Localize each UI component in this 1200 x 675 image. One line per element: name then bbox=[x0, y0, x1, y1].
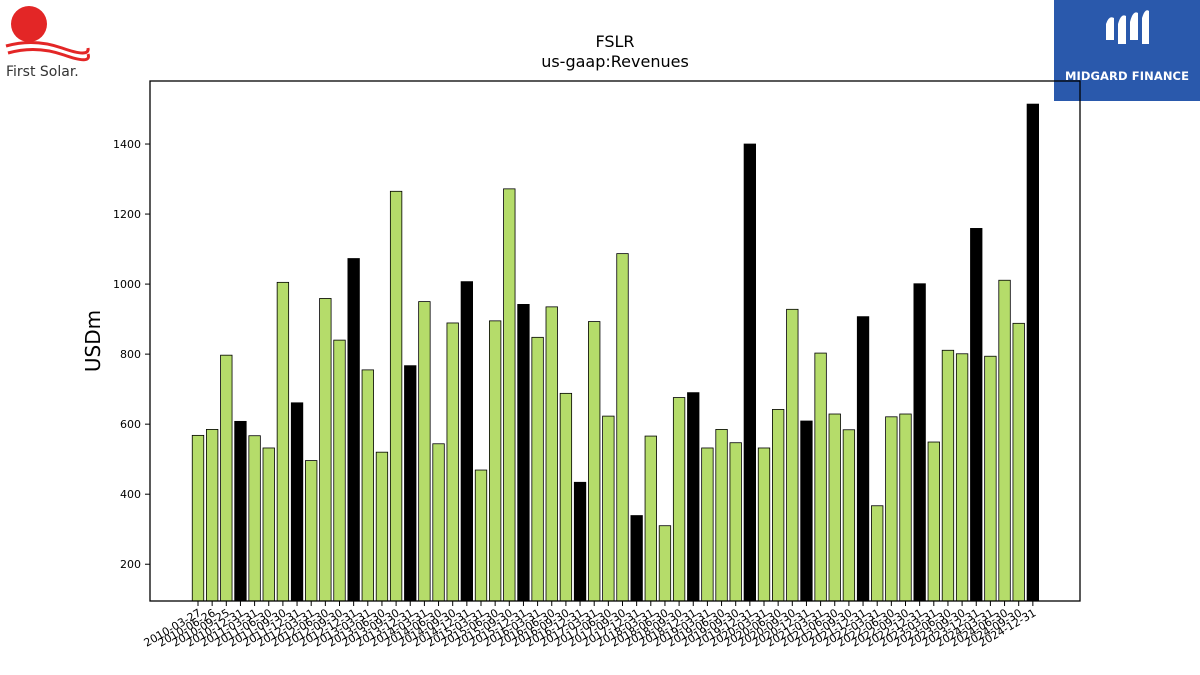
bar-2018-06-30 bbox=[658, 525, 672, 602]
bar-2017-12-31 bbox=[630, 515, 643, 602]
bar-2014-12-31 bbox=[460, 281, 474, 602]
bar-2012-12-31 bbox=[347, 258, 360, 602]
bar-2024-12-31 bbox=[1026, 103, 1039, 602]
bar-2023-09-30 bbox=[955, 353, 969, 602]
bar-2017-09-30 bbox=[616, 253, 629, 602]
bar-series bbox=[191, 103, 1039, 602]
bar-2021-06-30 bbox=[828, 413, 841, 602]
bar-2011-09-30 bbox=[276, 281, 290, 602]
y-tick-label: 400 bbox=[120, 488, 141, 501]
bar-2020-06-30 bbox=[772, 409, 785, 602]
bar-2017-06-30 bbox=[602, 415, 615, 602]
bar-2024-09-30 bbox=[1012, 322, 1025, 602]
bar-2022-03-31 bbox=[871, 505, 884, 602]
bar-2015-06-30 bbox=[488, 320, 502, 602]
bar-2015-09-30 bbox=[503, 188, 516, 602]
bar-2012-09-30 bbox=[333, 339, 346, 602]
bar-2013-09-30 bbox=[389, 190, 403, 602]
bar-2024-03-31 bbox=[984, 355, 997, 602]
bar-2010-03-27 bbox=[191, 434, 205, 602]
bar-2011-12-31 bbox=[290, 402, 304, 602]
bar-2021-12-31 bbox=[856, 316, 870, 602]
bar-2019-09-30 bbox=[729, 442, 742, 602]
midgard-finance-logo-text: MIDGARD FINANCE bbox=[1064, 69, 1190, 83]
chart-subtitle: us-gaap:Revenues bbox=[541, 52, 689, 71]
y-tick-label: 800 bbox=[120, 348, 141, 361]
bar-2019-12-31 bbox=[743, 143, 756, 602]
midgard-finance-logo: MIDGARD FINANCE bbox=[1054, 0, 1200, 101]
bar-2020-03-31 bbox=[757, 447, 771, 602]
first-solar-logo-text: First Solar. bbox=[6, 64, 79, 80]
bar-2023-06-30 bbox=[941, 349, 955, 602]
bar-2019-06-30 bbox=[715, 429, 728, 602]
y-tick-label: 1400 bbox=[113, 138, 141, 151]
midgard-m-icon bbox=[1106, 10, 1149, 44]
bar-2021-03-31 bbox=[814, 352, 827, 602]
bar-2013-06-30 bbox=[375, 451, 389, 602]
bar-2015-03-31 bbox=[474, 469, 488, 602]
plot-frame bbox=[149, 80, 1081, 602]
bar-2020-09-30 bbox=[786, 308, 799, 602]
bar-2016-09-30 bbox=[559, 392, 573, 602]
y-tick-label: 200 bbox=[120, 558, 141, 571]
bar-2014-09-30 bbox=[446, 322, 459, 602]
y-tick-label: 600 bbox=[120, 418, 141, 431]
bar-2011-03-31 bbox=[248, 435, 261, 602]
bar-2015-12-31 bbox=[517, 304, 530, 602]
bar-2021-09-30 bbox=[842, 429, 856, 602]
bar-2022-09-30 bbox=[899, 413, 912, 602]
y-axis-label: USDm bbox=[81, 310, 105, 372]
bar-2023-03-31 bbox=[927, 441, 940, 602]
bar-2022-12-31 bbox=[913, 283, 926, 602]
bar-2024-06-30 bbox=[998, 279, 1011, 602]
bar-2022-06-30 bbox=[885, 416, 898, 602]
bar-2018-03-31 bbox=[644, 435, 657, 602]
bar-2016-06-30 bbox=[545, 306, 558, 602]
bar-2010-06-26 bbox=[205, 429, 219, 602]
bar-2019-03-31 bbox=[701, 447, 714, 602]
y-tick-label: 1200 bbox=[113, 208, 141, 221]
bar-2018-09-30 bbox=[672, 397, 686, 602]
bar-2017-03-31 bbox=[588, 321, 601, 602]
y-axis: 200 400 600 800 1000 1200 1400 bbox=[113, 138, 150, 571]
bar-2014-06-30 bbox=[432, 443, 445, 602]
bar-2010-12-31 bbox=[234, 420, 247, 602]
bar-2016-12-31 bbox=[573, 481, 587, 602]
bar-2012-03-31 bbox=[305, 460, 318, 602]
bar-2010-09-25 bbox=[220, 354, 233, 602]
bar-2011-06-30 bbox=[262, 447, 275, 602]
sun-wave-icon bbox=[5, 6, 90, 62]
bar-2013-03-31 bbox=[361, 369, 374, 602]
bar-2014-03-31 bbox=[418, 301, 431, 602]
bar-2020-12-31 bbox=[800, 420, 813, 602]
bar-2012-06-30 bbox=[319, 298, 332, 602]
bar-2023-12-31 bbox=[970, 228, 983, 602]
x-axis: 2010-03-272010-06-262010-09-252010-12-31… bbox=[142, 601, 1038, 650]
bar-2018-12-31 bbox=[687, 392, 700, 602]
bar-2016-03-31 bbox=[531, 336, 544, 602]
chart-title: FSLR bbox=[595, 32, 635, 51]
bar-2013-12-31 bbox=[404, 365, 417, 602]
y-tick-label: 1000 bbox=[113, 278, 141, 291]
first-solar-logo: First Solar. bbox=[4, 4, 100, 84]
